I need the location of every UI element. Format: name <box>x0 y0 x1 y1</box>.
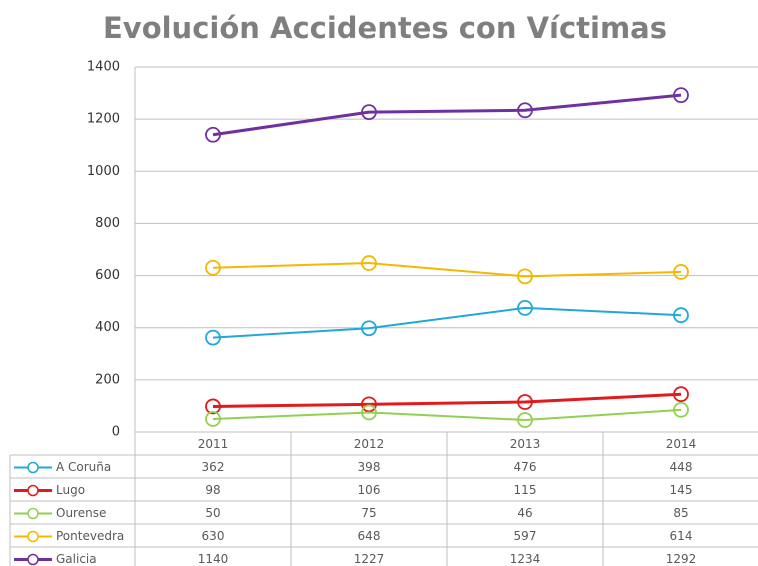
point <box>517 412 533 428</box>
point <box>517 299 533 316</box>
table-value: 614 <box>670 529 693 543</box>
table-value: 448 <box>670 460 693 474</box>
table-value: 648 <box>358 529 381 543</box>
x-tick-label: 2014 <box>666 437 697 451</box>
legend-label: Galicia <box>56 552 97 566</box>
table-value: 398 <box>358 460 381 474</box>
legend-marker <box>27 553 39 566</box>
legend-marker <box>27 461 39 474</box>
line <box>212 262 682 278</box>
point <box>673 401 689 418</box>
table-value: 1140 <box>198 552 229 566</box>
y-tick-label: 1400 <box>87 60 120 75</box>
point <box>205 329 221 346</box>
y-tick-label: 0 <box>112 425 120 440</box>
point <box>205 411 221 427</box>
point <box>517 102 533 119</box>
legend-label: A Coruña <box>56 460 111 474</box>
point <box>205 259 221 276</box>
x-tick-label: 2012 <box>354 437 385 451</box>
y-tick-label: 200 <box>95 372 120 387</box>
legend-marker <box>27 507 39 520</box>
point <box>517 268 533 285</box>
point <box>361 255 377 271</box>
point <box>673 87 689 104</box>
point <box>673 386 689 403</box>
table-value: 597 <box>514 529 537 543</box>
point <box>361 404 377 421</box>
table-value: 630 <box>202 529 225 543</box>
table-value: 145 <box>670 483 693 497</box>
y-tick-label: 800 <box>95 216 120 231</box>
table-value: 362 <box>202 460 225 474</box>
point <box>361 396 377 413</box>
point <box>673 264 689 280</box>
line <box>212 408 682 422</box>
line <box>212 392 682 408</box>
legend-label: Ourense <box>56 506 106 520</box>
legend-marker <box>27 484 39 497</box>
line <box>212 306 682 339</box>
table-value: 106 <box>358 483 381 497</box>
point <box>205 126 221 143</box>
line <box>212 93 682 137</box>
legend-label: Pontevedra <box>56 529 124 543</box>
point <box>673 307 689 324</box>
table-value: 1292 <box>666 552 697 566</box>
x-tick-label: 2013 <box>510 437 541 451</box>
table-value: 1234 <box>510 552 541 566</box>
table-value: 46 <box>517 506 532 520</box>
point <box>361 320 377 337</box>
table-value: 75 <box>361 506 376 520</box>
table-value: 476 <box>514 460 537 474</box>
table-value: 115 <box>514 483 537 497</box>
point <box>361 104 377 121</box>
point <box>517 394 533 410</box>
x-tick-label: 2011 <box>198 437 229 451</box>
table-value: 85 <box>673 506 688 520</box>
chart-title: Evolución Accidentes con Víctimas <box>103 11 667 45</box>
y-tick-label: 400 <box>95 320 120 335</box>
y-tick-label: 1200 <box>87 112 120 127</box>
table-value: 1227 <box>354 552 385 566</box>
legend-marker <box>27 530 39 543</box>
table-value: 98 <box>205 483 220 497</box>
table-value: 50 <box>205 506 220 520</box>
point <box>205 398 221 415</box>
y-tick-label: 1000 <box>87 164 120 179</box>
legend-label: Lugo <box>56 483 85 497</box>
y-tick-label: 600 <box>95 268 120 283</box>
